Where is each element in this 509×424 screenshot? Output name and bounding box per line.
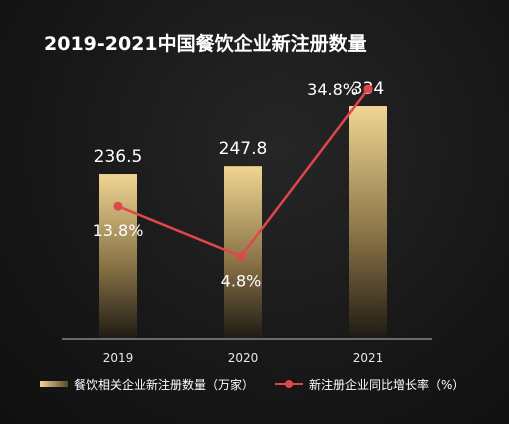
growth-rate-label-2020: 4.8% [221,271,262,290]
growth-marker-2019 [113,201,123,211]
x-tick-label-2019: 2019 [103,351,134,365]
growth-marker-2020 [236,251,246,261]
legend-line-label: 新注册企业同比增长率（%） [309,377,464,392]
x-tick-label-2020: 2020 [228,351,259,365]
legend-bar-label: 餐饮相关企业新注册数量（万家） [74,377,254,392]
growth-rate-label-2019: 13.8% [93,221,144,240]
bar-value-label-2019: 236.5 [94,147,143,167]
bar-2021 [349,106,387,339]
chart-title: 2019-2021中国餐饮企业新注册数量 [44,32,367,55]
bar-2019 [99,174,137,339]
growth-line-layer: 13.8% 4.8% 34.8% [93,80,373,290]
bar-value-label-2020: 247.8 [219,139,268,159]
legend: 餐饮相关企业新注册数量（万家） 新注册企业同比增长率（%） [40,377,464,392]
growth-marker-2021 [363,84,373,94]
legend-bar-swatch [40,381,68,387]
legend-line-marker [285,380,293,388]
growth-rate-label-2021: 34.8% [307,80,358,99]
x-tick-label-2021: 2021 [353,351,384,365]
x-tick-labels: 2019 2020 2021 [103,351,384,365]
